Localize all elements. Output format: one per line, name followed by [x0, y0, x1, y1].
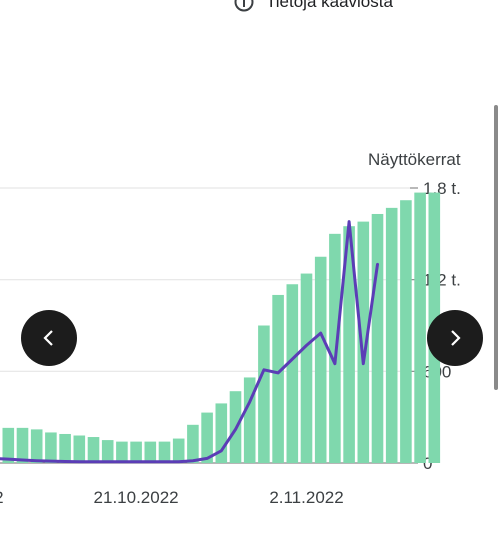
bar	[343, 226, 355, 463]
bar	[357, 221, 370, 463]
bar	[314, 256, 327, 463]
bar	[414, 192, 426, 464]
bar	[73, 435, 86, 463]
bar	[243, 377, 256, 463]
bar	[371, 213, 384, 463]
x-tick-label: 2.11.2022	[269, 488, 343, 507]
bar	[172, 438, 185, 463]
y-axis-title: Näyttökerrat	[368, 150, 461, 169]
bar	[45, 432, 57, 463]
bar	[16, 427, 29, 463]
scrollbar[interactable]	[494, 105, 498, 390]
bar	[158, 441, 171, 463]
chevron-left-icon	[43, 330, 53, 346]
bar	[215, 403, 228, 463]
bar	[329, 233, 341, 463]
chevron-right-icon	[451, 330, 461, 346]
y-tick-label: 0	[423, 454, 432, 473]
bar	[101, 440, 114, 463]
bar	[144, 441, 157, 463]
x-tick-label: 22	[0, 488, 4, 507]
bar	[30, 429, 43, 463]
bar	[258, 325, 270, 463]
bar	[130, 441, 142, 463]
bar	[286, 284, 299, 463]
previous-button[interactable]	[21, 310, 77, 366]
bar	[2, 427, 15, 463]
next-button[interactable]	[427, 310, 483, 366]
bar	[272, 294, 284, 463]
series-line	[0, 220, 379, 464]
chart-info-label: Tietoja kaaviosta	[266, 0, 393, 11]
bar	[116, 441, 128, 463]
bar	[187, 424, 199, 463]
chart-info-link[interactable]: Tietoja kaaviosta	[234, 0, 393, 12]
bar	[300, 273, 313, 463]
bar	[87, 437, 100, 463]
bar	[400, 200, 412, 463]
x-tick-label: 21.10.2022	[94, 488, 179, 507]
bar	[59, 433, 71, 463]
info-icon	[234, 0, 254, 12]
bar	[385, 207, 398, 463]
bar	[201, 412, 213, 463]
